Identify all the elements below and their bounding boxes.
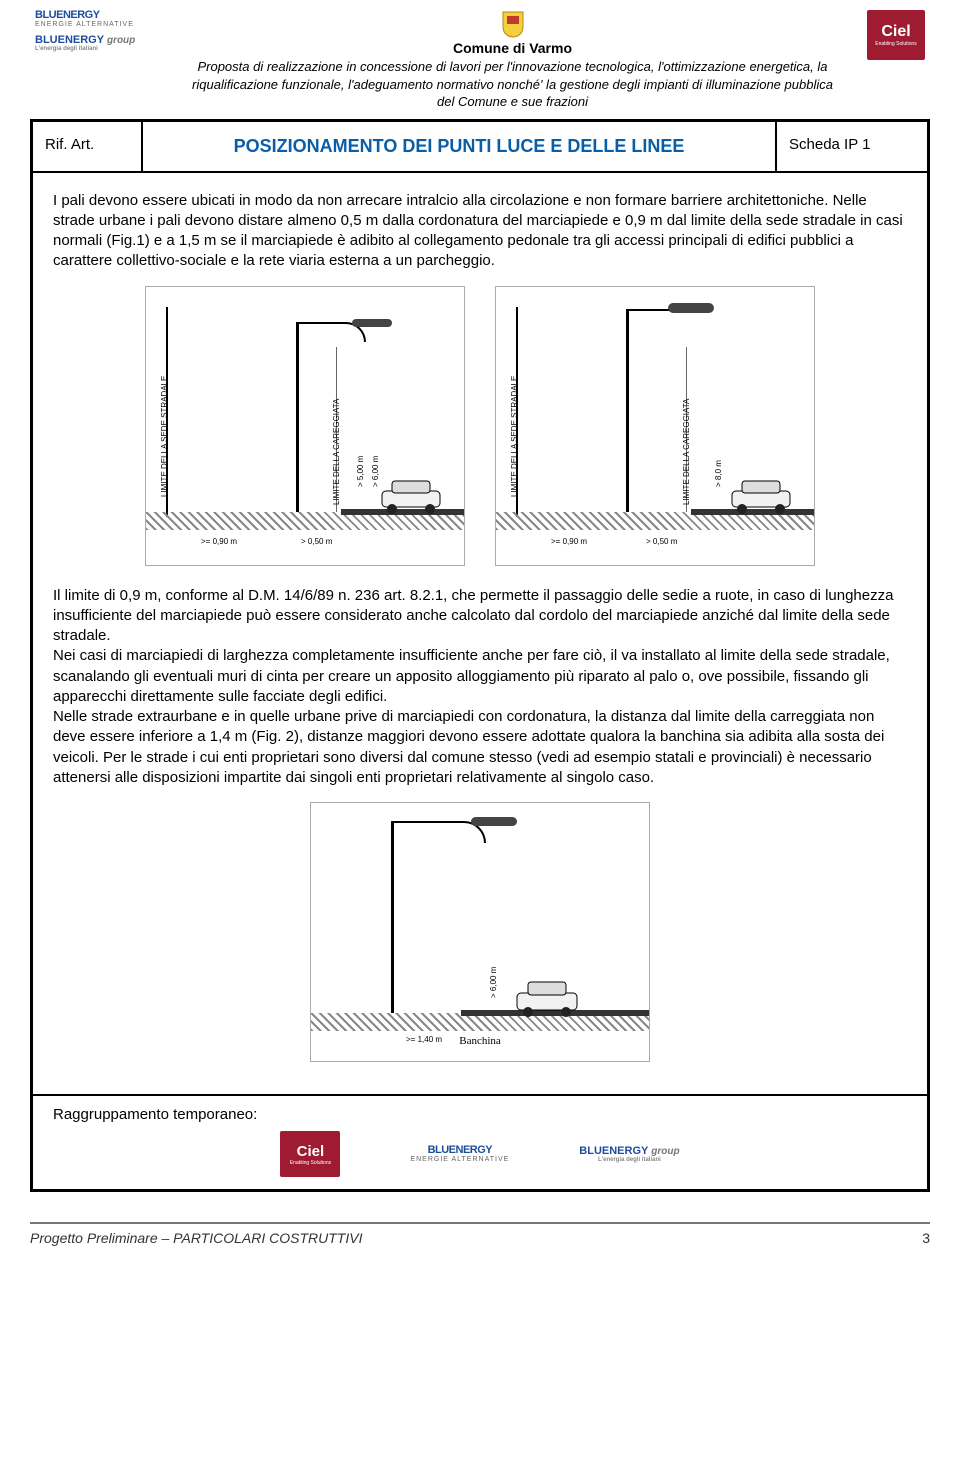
ciel-text: Ciel bbox=[297, 1143, 325, 1160]
label-h600: > 6,00 m bbox=[489, 967, 500, 998]
logo-tag: L'energia degli italiani bbox=[579, 1157, 679, 1163]
logo-group-text: group bbox=[107, 35, 135, 46]
label-d140: >= 1,40 m bbox=[406, 1035, 442, 1046]
ciel-text: Ciel bbox=[881, 23, 910, 41]
raggruppamento-label: Raggruppamento temporaneo: bbox=[53, 1106, 907, 1123]
title-row: Rif. Art. POSIZIONAMENTO DEI PUNTI LUCE … bbox=[33, 122, 927, 173]
logo-text: BLUENERGY bbox=[579, 1145, 648, 1157]
diagram-fig1-right: LIMITE DELLA SEDE STRADALE LIMITE DELLA … bbox=[495, 286, 815, 566]
label-d050: > 0,50 m bbox=[301, 537, 332, 548]
diagram-fig1-left: LIMITE DELLA SEDE STRADALE LIMITE DELLA … bbox=[145, 286, 465, 566]
comune-title: Comune di Varmo bbox=[187, 40, 838, 56]
bluenergy-group-logo: BLUENERGY group L'energia degli italiani bbox=[35, 34, 175, 52]
ciel-sub: Enabling Solutions bbox=[290, 1160, 331, 1166]
logo-text: BLUENERGY bbox=[35, 34, 104, 46]
bluenergy-logo-footer-1: BLUENERGY ENERGIE ALTERNATIVE bbox=[410, 1145, 509, 1163]
label-d090: >= 0,90 m bbox=[551, 537, 587, 548]
logo-group: group bbox=[651, 1146, 679, 1157]
label-d050: > 0,50 m bbox=[646, 537, 677, 548]
diagrams-row-top: LIMITE DELLA SEDE STRADALE LIMITE DELLA … bbox=[53, 286, 907, 566]
label-limite-carr: LIMITE DELLA CAREGGIATA bbox=[332, 398, 343, 504]
ciel-subtext: Enabling Solutions bbox=[875, 41, 916, 47]
partner-logos-row: Ciel Enabling Solutions BLUENERGY ENERGI… bbox=[53, 1131, 907, 1177]
body-section: I pali devono essere ubicati in modo da … bbox=[33, 173, 927, 1095]
label-limite-sede: LIMITE DELLA SEDE STRADALE bbox=[160, 375, 171, 496]
comune-crest-icon bbox=[501, 10, 525, 38]
logo-text: BLUENERGY bbox=[35, 9, 100, 21]
diagram-fig2: > 6,00 m >= 1,40 m Banchina bbox=[310, 802, 650, 1062]
bluenergy-group-logo-footer: BLUENERGY group L'energia degli italiani bbox=[579, 1145, 679, 1163]
header-right-logo: Ciel Enabling Solutions bbox=[850, 10, 925, 60]
footer-page-number: 3 bbox=[922, 1230, 930, 1246]
label-h500: > 5,00 m bbox=[356, 455, 367, 486]
raggruppamento-row: Raggruppamento temporaneo: Ciel Enabling… bbox=[33, 1094, 927, 1189]
footer-project-title: Progetto Preliminare – PARTICOLARI COSTR… bbox=[30, 1230, 362, 1246]
logo-subtext: ENERGIE ALTERNATIVE bbox=[35, 21, 175, 28]
content-frame: Rif. Art. POSIZIONAMENTO DEI PUNTI LUCE … bbox=[30, 119, 930, 1193]
logo-tagline: L'energia degli italiani bbox=[35, 46, 175, 52]
label-d090: >= 0,90 m bbox=[201, 537, 237, 548]
main-title-cell: POSIZIONAMENTO DEI PUNTI LUCE E DELLE LI… bbox=[143, 122, 777, 171]
label-limite-sede: LIMITE DELLA SEDE STRADALE bbox=[510, 375, 521, 496]
page-header: BLUENERGY ENERGIE ALTERNATIVE BLUENERGY … bbox=[30, 10, 930, 119]
proposal-subtitle: Proposta di realizzazione in concessione… bbox=[187, 58, 838, 111]
page-footer: Progetto Preliminare – PARTICOLARI COSTR… bbox=[30, 1222, 930, 1246]
label-h600: > 6,00 m bbox=[371, 455, 382, 486]
label-h80: > 8,0 m bbox=[714, 460, 725, 487]
banchina-label: Banchina bbox=[459, 1034, 501, 1049]
bluenergy-logo-top: BLUENERGY ENERGIE ALTERNATIVE bbox=[35, 10, 175, 28]
logo-text: BLUENERGY bbox=[428, 1144, 493, 1156]
header-left-logos: BLUENERGY ENERGIE ALTERNATIVE BLUENERGY … bbox=[35, 10, 175, 52]
ciel-logo-footer: Ciel Enabling Solutions bbox=[280, 1131, 340, 1177]
header-center: Comune di Varmo Proposta di realizzazion… bbox=[175, 10, 850, 111]
rif-art-cell: Rif. Art. bbox=[33, 122, 143, 171]
logo-sub: ENERGIE ALTERNATIVE bbox=[410, 1156, 509, 1163]
paragraph-2: Il limite di 0,9 m, conforme al D.M. 14/… bbox=[53, 586, 907, 789]
ciel-logo: Ciel Enabling Solutions bbox=[867, 10, 925, 60]
label-limite-carr: LIMITE DELLA CAREGGIATA bbox=[682, 398, 693, 504]
scheda-cell: Scheda IP 1 bbox=[777, 122, 927, 171]
paragraph-1: I pali devono essere ubicati in modo da … bbox=[53, 191, 907, 272]
